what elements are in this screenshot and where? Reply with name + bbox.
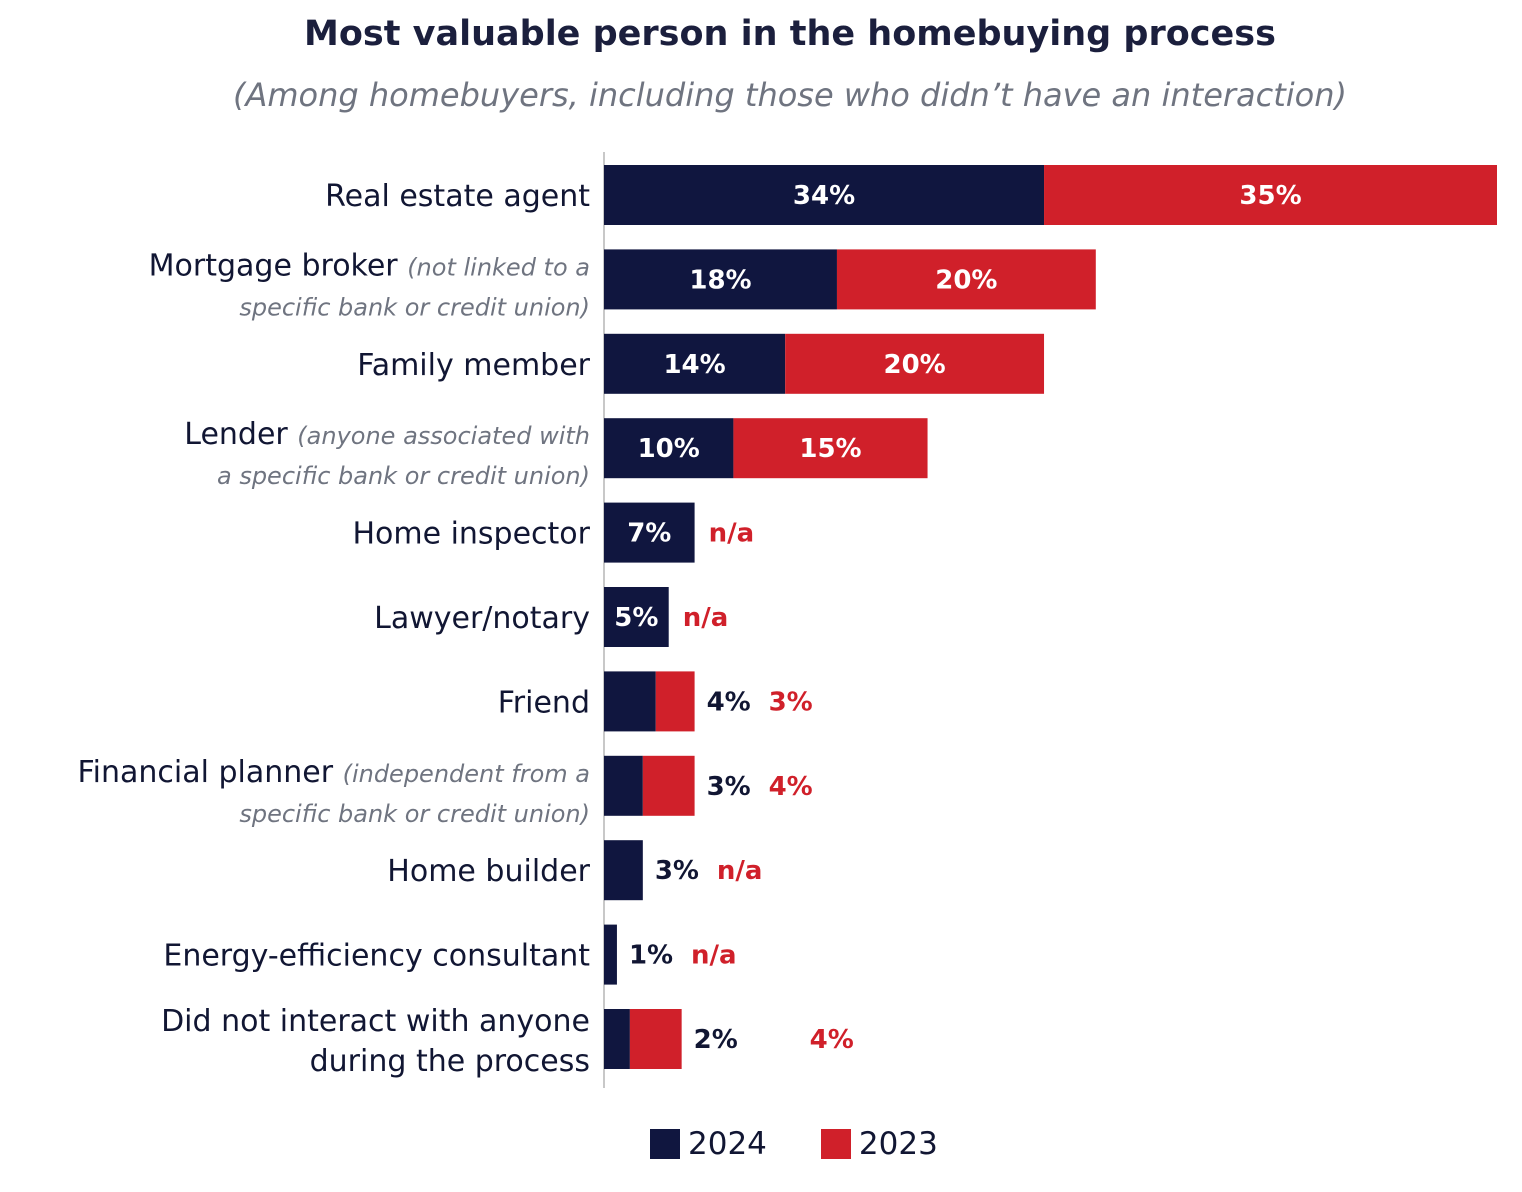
bar-2024-7 — [604, 755, 643, 816]
data-label-2024-6: 4% — [707, 687, 751, 717]
data-label-2024-9: 1% — [629, 941, 673, 971]
data-label-2023-8: n/a — [717, 856, 763, 886]
bar-2024-8 — [604, 840, 643, 901]
legend: 2024 2023 — [650, 1126, 992, 1162]
data-label-2024-8: 3% — [655, 856, 699, 886]
category-label-7: Financial planner (independent from a — [78, 755, 590, 790]
bar-2024-2 — [604, 333, 786, 394]
data-label-2024-2: 14% — [663, 350, 725, 380]
category-label-6: Friend — [498, 685, 590, 720]
data-label-2023-6: 3% — [769, 687, 813, 717]
category-note-1: specific bank or credit union) — [239, 293, 590, 321]
legend-item-2023: 2023 — [820, 1126, 938, 1162]
bar-2024-0 — [604, 165, 1045, 225]
bar-2024-10 — [604, 1009, 630, 1069]
category-label-2: Family member — [357, 348, 590, 383]
data-label-2023-9: n/a — [691, 941, 737, 971]
bar-2023-2 — [785, 333, 1045, 394]
bar-2023-0 — [1044, 165, 1497, 225]
category-label-line2-10: during the process — [310, 1044, 590, 1079]
legend-item-2024: 2024 — [650, 1126, 767, 1162]
category-label-4: Home inspector — [352, 517, 590, 552]
bar-2023-3 — [733, 418, 928, 479]
legend-swatch-2023 — [820, 1129, 851, 1159]
data-label-2023-2: 20% — [883, 350, 945, 380]
bar-2024-5 — [604, 587, 669, 647]
data-label-2024-1: 18% — [689, 265, 751, 295]
category-note-3: a specific bank or credit union) — [217, 462, 590, 490]
legend-label-2024: 2024 — [688, 1126, 767, 1162]
data-label-2024-10: 2% — [694, 1025, 738, 1055]
category-label-0: Real estate agent — [325, 179, 590, 214]
category-note-7: specific bank or credit union) — [239, 800, 590, 828]
category-label-3: Lender (anyone associated with — [184, 417, 590, 452]
bar-2023-1 — [836, 249, 1096, 310]
category-label-1: Mortgage broker (not linked to a — [149, 248, 590, 283]
data-label-2023-0: 35% — [1239, 181, 1301, 211]
data-label-2024-3: 10% — [638, 434, 700, 464]
legend-label-2023: 2023 — [858, 1126, 938, 1162]
bar-2024-1 — [604, 249, 837, 310]
data-label-2023-10: 4% — [810, 1025, 854, 1055]
bar-2023-6 — [655, 671, 695, 732]
chart-subtitle: (Among homebuyers, including those who d… — [232, 76, 1348, 114]
data-label-2024-7: 3% — [707, 772, 751, 802]
category-label-8: Home builder — [387, 854, 590, 889]
data-label-2023-5: n/a — [683, 603, 729, 633]
bar-2024-4 — [604, 502, 695, 563]
data-label-2023-3: 15% — [799, 434, 861, 464]
category-label-10: Did not interact with anyone — [161, 1004, 590, 1039]
data-label-2024-0: 34% — [793, 181, 855, 211]
bar-2024-3 — [604, 418, 734, 479]
data-label-2023-4: n/a — [709, 519, 755, 549]
data-label-2023-1: 20% — [935, 265, 997, 295]
data-label-2024-4: 7% — [627, 519, 671, 549]
chart-title: Most valuable person in the homebuying p… — [304, 14, 1276, 54]
bar-2024-9 — [604, 924, 617, 985]
legend-swatch-2024 — [650, 1129, 680, 1159]
data-label-2024-5: 5% — [614, 603, 658, 633]
category-label-9: Energy-efficiency consultant — [163, 939, 590, 974]
bar-2024-6 — [604, 671, 656, 732]
bar-2023-7 — [642, 755, 695, 816]
data-label-2023-7: 4% — [769, 772, 813, 802]
bar-2023-10 — [629, 1009, 682, 1069]
category-label-5: Lawyer/notary — [374, 601, 590, 636]
